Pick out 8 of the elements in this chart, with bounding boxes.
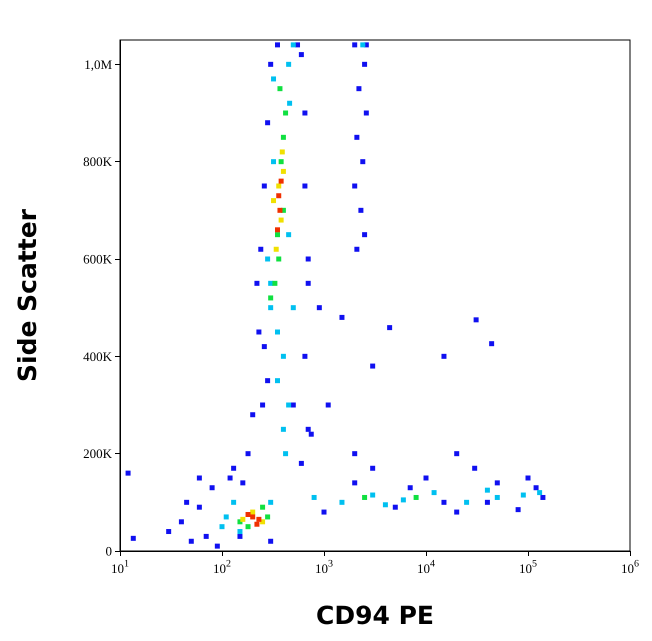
y-axis-title: Side Scatter: [13, 208, 42, 382]
y-tick-label: 800K: [83, 154, 113, 170]
y-tick-label: 200K: [83, 446, 113, 462]
x-axis-title: CD94 PE: [316, 601, 434, 630]
y-tick-label: 600K: [83, 252, 113, 266]
y-tick-label: 1,0M: [84, 56, 112, 72]
y-tick-label: 400K: [83, 348, 113, 364]
y-tick-label: 0: [106, 544, 112, 558]
